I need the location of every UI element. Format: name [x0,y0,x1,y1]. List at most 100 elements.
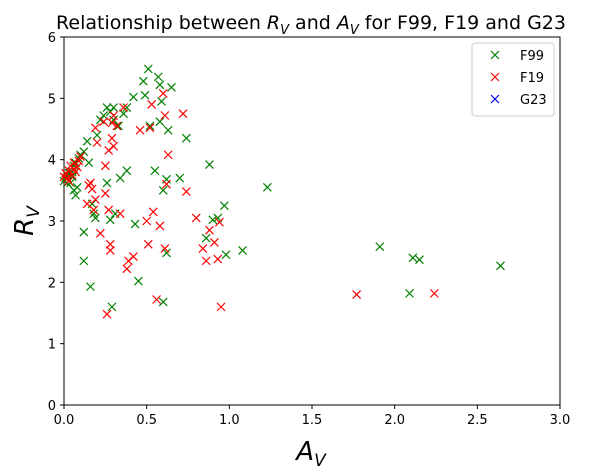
data-point [210,238,219,247]
data-point [181,187,191,196]
legend-item-f99[interactable]: F99 [490,49,544,64]
data-point [71,190,80,200]
data-point [262,182,272,192]
data-point [102,309,112,319]
data-point [160,111,170,120]
x-tick-label: 2.5 [467,413,488,428]
data-point [198,244,208,254]
x-axis-label: AV [294,437,327,471]
data-point [405,288,414,298]
data-point [105,246,115,255]
data-point [130,219,140,229]
data-point [89,205,99,215]
data-point [92,130,102,140]
data-point [104,205,114,215]
data-point [87,184,97,194]
data-point [115,173,125,183]
y-tick-label: 5 [48,92,56,107]
data-point [496,261,505,271]
legend-marker [490,50,500,60]
data-point [158,297,168,307]
data-point [408,253,418,263]
data-point [153,72,163,82]
data-point [64,176,74,186]
data-point [112,121,122,131]
data-point [155,117,165,127]
data-point [79,227,89,237]
data-point [238,246,247,255]
data-point [162,179,171,189]
data-point [109,141,119,151]
y-tick-label: 6 [48,31,56,46]
y-tick-label: 0 [48,399,56,414]
data-point [163,125,173,135]
data-point [160,244,170,254]
data-point [158,185,168,195]
data-point [90,195,100,204]
x-tick-label: 0.5 [136,413,157,428]
data-point [135,125,145,135]
data-point [138,76,148,86]
data-point [140,90,150,100]
data-point [415,255,424,265]
data-point [142,216,152,226]
data-point [115,209,125,219]
data-point [150,166,160,176]
data-point [105,215,115,225]
data-point [429,288,439,298]
data-point [158,89,168,98]
series-f19 [59,89,439,319]
data-point [216,302,226,312]
data-point [76,152,85,162]
y-tick-label: 2 [48,276,56,291]
data-point [155,221,165,231]
data-point [92,138,102,147]
data-point [163,150,173,160]
data-point [100,188,110,198]
data-point [221,250,231,260]
data-point [143,64,153,74]
legend-marker [490,94,500,104]
data-point [102,178,112,188]
data-point [191,213,201,223]
data-point [72,182,82,192]
data-point [157,96,166,106]
data-point [167,82,176,92]
legend-label: G23 [520,93,547,108]
data-point [205,225,214,235]
data-point [99,117,109,127]
data-point [205,160,214,169]
data-point [102,103,112,112]
data-point [181,133,191,143]
legend-box [471,42,555,117]
data-point [109,103,119,112]
data-point [352,290,362,300]
y-axis-label: RV [10,205,44,236]
x-tick-label: 2.0 [384,413,405,428]
data-point [175,173,185,183]
data-point [148,207,158,217]
legend-item-f19[interactable]: F19 [490,71,544,86]
data-point [214,217,224,227]
data-point [79,147,89,157]
data-point [143,239,153,249]
data-point [152,295,162,304]
data-point [129,92,138,102]
legend[interactable]: F99 F19 G23 [471,42,555,117]
data-point [90,213,100,223]
legend-label: F19 [520,71,544,86]
data-point [86,282,95,292]
data-point [155,80,165,90]
data-point [213,254,223,264]
legend-item-g23[interactable]: G23 [490,93,547,108]
data-point [133,276,143,286]
y-axis: 0 1 2 3 4 5 6 [48,31,64,414]
data-point [107,133,117,143]
x-tick-label: 1.5 [302,413,323,428]
data-point [208,215,218,225]
data-point [375,242,385,252]
data-point [95,228,105,238]
data-point [122,103,132,112]
data-point [107,302,117,312]
